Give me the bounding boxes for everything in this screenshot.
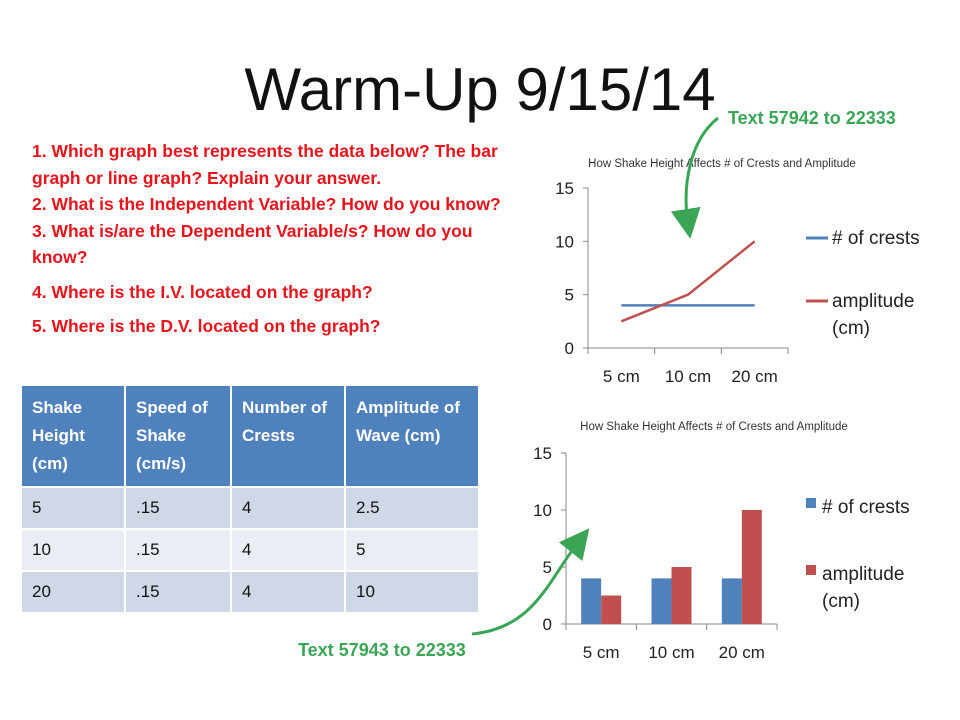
legend-swatch	[806, 498, 816, 508]
y-tick-label: 5	[543, 558, 552, 577]
y-tick-label: 10	[533, 501, 552, 520]
table-cell: 20	[22, 570, 126, 612]
y-tick-label: 5	[565, 286, 574, 305]
legend-label: amplitude (cm)	[822, 564, 904, 612]
text-code-top: Text 57942 to 22333	[728, 108, 896, 128]
legend-label: # of crests	[832, 228, 920, 249]
bar-chart: How Shake Height Affects # of Crests and…	[533, 421, 910, 662]
data-table: Shake Height (cm) Speed of Shake (cm/s) …	[22, 386, 480, 612]
table-row: 10 .15 4 5	[22, 528, 480, 571]
legend-label: # of crests	[822, 497, 910, 518]
bar	[741, 510, 762, 624]
bar	[651, 578, 672, 624]
y-tick-label: 10	[555, 232, 574, 251]
table-cell: 2.5	[345, 486, 480, 529]
table-cell: 5	[22, 486, 126, 529]
table-cell: 5	[345, 528, 480, 571]
table-cell: 10	[345, 570, 480, 612]
header-number-of-crests: Number of Crests	[231, 386, 346, 487]
chart-title: How Shake Height Affects # of Crests and…	[588, 158, 856, 170]
chart-title: How Shake Height Affects # of Crests and…	[580, 421, 848, 433]
x-tick-label: 5 cm	[583, 643, 620, 662]
question-1: 1. Which graph best represents the data …	[32, 141, 498, 188]
text-code-bottom: Text 57943 to 22333	[298, 640, 466, 660]
table-header-row: Shake Height (cm) Speed of Shake (cm/s) …	[22, 386, 480, 487]
bar	[671, 567, 692, 624]
table-row: 20 .15 4 10	[22, 570, 480, 612]
question-4: 4. Where is the I.V. located on the grap…	[32, 281, 373, 302]
y-tick-label: 15	[555, 179, 574, 198]
arrow-bottom	[471, 528, 590, 636]
series-line	[620, 240, 756, 323]
line-chart: How Shake Height Affects # of Crests and…	[555, 158, 920, 386]
bar	[721, 578, 742, 624]
table-row: 5 .15 4 2.5	[22, 486, 480, 529]
x-tick-label: 20 cm	[732, 367, 778, 386]
table-cell: .15	[125, 528, 232, 571]
arrow-top	[670, 116, 719, 239]
header-shake-height: Shake Height (cm)	[22, 386, 126, 487]
table-cell: 4	[231, 570, 346, 612]
x-tick-label: 20 cm	[719, 643, 765, 662]
bar	[581, 578, 602, 624]
x-tick-label: 10 cm	[665, 367, 711, 386]
legend-label: amplitude (cm)	[832, 291, 914, 339]
table-cell: 4	[231, 486, 346, 529]
y-tick-label: 15	[533, 444, 552, 463]
legend-swatch	[806, 565, 816, 575]
y-tick-label: 0	[565, 339, 574, 358]
table-cell: .15	[125, 570, 232, 612]
question-2: 2. What is the Independent Variable? How…	[32, 194, 501, 214]
header-amplitude: Amplitude of Wave (cm)	[345, 386, 480, 487]
question-list: 1. Which graph best represents the data …	[32, 138, 532, 340]
question-5: 5. Where is the D.V. located on the grap…	[32, 316, 381, 336]
slide-title: Warm-Up 9/15/14	[244, 56, 716, 123]
table-cell: 10	[22, 528, 126, 571]
table-cell: .15	[125, 486, 232, 529]
table-cell: 4	[231, 528, 346, 571]
y-tick-label: 0	[543, 615, 552, 634]
bar	[601, 595, 622, 624]
question-3: 3. What is/are the Dependent Variable/s?…	[32, 220, 473, 268]
x-tick-label: 10 cm	[648, 643, 694, 662]
x-tick-label: 5 cm	[603, 367, 640, 386]
header-speed-of-shake: Speed of Shake (cm/s)	[125, 386, 232, 487]
